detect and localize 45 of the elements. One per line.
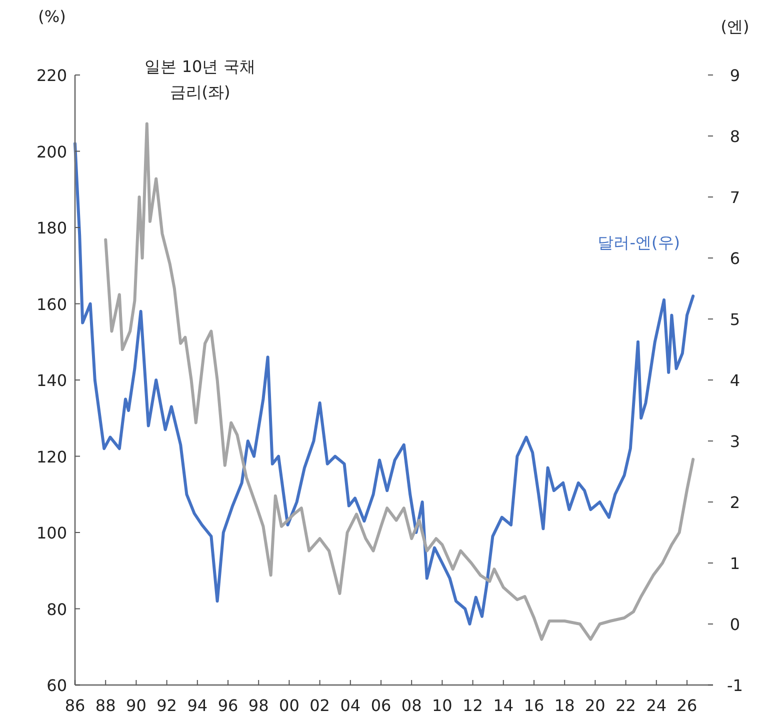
x-tick-label: 14 — [493, 696, 514, 715]
y-tick-label: 60 — [46, 676, 67, 695]
x-tick-label: 12 — [462, 696, 483, 715]
y2-axis-title: (엔) — [720, 17, 750, 36]
x-tick-label: 22 — [616, 696, 636, 715]
y2-tick-label: 6 — [730, 249, 740, 268]
x-tick-label: 02 — [310, 696, 330, 715]
x-tick-label: 16 — [524, 696, 544, 715]
y-tick-label: 100 — [36, 524, 67, 542]
y-tick-label: 80 — [46, 600, 67, 619]
x-tick-label: 00 — [279, 696, 300, 715]
y-tick-label: 140 — [36, 371, 67, 390]
x-tick-label: 08 — [401, 696, 422, 715]
series-label: 일본 10년 국채 금리(좌) — [144, 57, 256, 102]
x-tick-label: 06 — [370, 696, 392, 715]
text: 달러-엔(우) — [598, 233, 680, 252]
y2-tick-label: 9 — [730, 66, 740, 85]
y2-tick-label: -1 — [727, 676, 743, 695]
y-tick-label: 120 — [36, 447, 67, 466]
y-tick-label: 180 — [36, 218, 67, 238]
x-tick-label: 88 — [95, 696, 116, 715]
y2-tick-label: 5 — [730, 310, 740, 329]
x-tick-label: 10 — [432, 696, 452, 715]
x-tick-label: 96 — [218, 696, 238, 715]
x-tick-label: 98 — [248, 696, 269, 715]
x-tick-label: 18 — [554, 696, 575, 715]
y2-tick-label: 4 — [730, 371, 740, 390]
y-tick-label: 160 — [36, 294, 67, 314]
x-tick-label: 26 — [676, 696, 698, 715]
y2-tick-label: 2 — [730, 493, 740, 512]
y-tick-label: 220 — [36, 66, 67, 85]
y2-tick-label: 3 — [730, 432, 740, 451]
x-tick-label: 20 — [585, 696, 606, 715]
x-tick-label: 94 — [187, 696, 208, 715]
x-tick-label: 86 — [64, 696, 86, 715]
x-tick-label: 92 — [156, 696, 177, 715]
y2-tick-label: 8 — [730, 127, 740, 146]
y2-tick-label: 0 — [730, 615, 740, 634]
y2-tick-label: 7 — [730, 188, 740, 207]
x-tick-label: 90 — [126, 696, 146, 715]
x-tick-label: 24 — [646, 696, 667, 715]
y-axis-title: (%) — [38, 7, 66, 26]
x-tick-label: 04 — [340, 696, 361, 715]
y-tick-label: 200 — [36, 142, 67, 162]
y2-tick-label: 1 — [730, 554, 740, 573]
